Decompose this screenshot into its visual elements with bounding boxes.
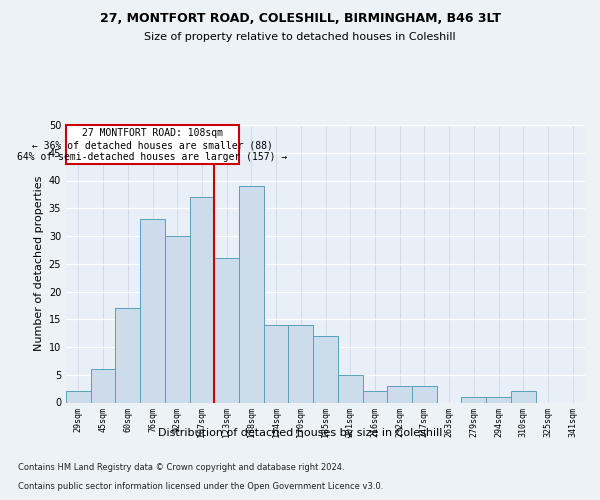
- Text: Contains HM Land Registry data © Crown copyright and database right 2024.: Contains HM Land Registry data © Crown c…: [18, 464, 344, 472]
- Bar: [239, 186, 264, 402]
- Y-axis label: Number of detached properties: Number of detached properties: [34, 176, 44, 352]
- Bar: [214, 258, 239, 402]
- Bar: [362, 392, 387, 402]
- Text: Contains public sector information licensed under the Open Government Licence v3: Contains public sector information licen…: [18, 482, 383, 491]
- Bar: [91, 369, 115, 402]
- Bar: [66, 125, 239, 164]
- Bar: [313, 336, 338, 402]
- Text: Size of property relative to detached houses in Coleshill: Size of property relative to detached ho…: [144, 32, 456, 42]
- Bar: [338, 375, 362, 402]
- Text: 27, MONTFORT ROAD, COLESHILL, BIRMINGHAM, B46 3LT: 27, MONTFORT ROAD, COLESHILL, BIRMINGHAM…: [100, 12, 500, 26]
- Text: ← 36% of detached houses are smaller (88): ← 36% of detached houses are smaller (88…: [32, 140, 273, 150]
- Bar: [461, 397, 486, 402]
- Bar: [115, 308, 140, 402]
- Bar: [387, 386, 412, 402]
- Bar: [264, 325, 289, 402]
- Bar: [66, 392, 91, 402]
- Bar: [511, 392, 536, 402]
- Text: Distribution of detached houses by size in Coleshill: Distribution of detached houses by size …: [158, 428, 442, 438]
- Bar: [486, 397, 511, 402]
- Bar: [190, 197, 214, 402]
- Bar: [165, 236, 190, 402]
- Text: 64% of semi-detached houses are larger (157) →: 64% of semi-detached houses are larger (…: [17, 152, 287, 162]
- Bar: [412, 386, 437, 402]
- Text: 27 MONTFORT ROAD: 108sqm: 27 MONTFORT ROAD: 108sqm: [82, 128, 223, 138]
- Bar: [289, 325, 313, 402]
- Bar: [140, 220, 165, 402]
